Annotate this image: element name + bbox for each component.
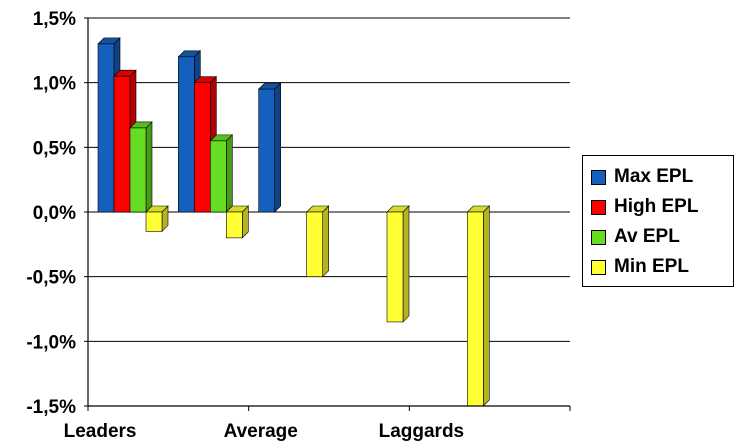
bar-front bbox=[129, 127, 147, 213]
legend-swatch bbox=[591, 229, 606, 245]
y-tick-label: 1,5% bbox=[33, 9, 76, 30]
gridlines bbox=[88, 17, 570, 342]
y-tick-label: 1,0% bbox=[33, 74, 76, 95]
bar-side bbox=[483, 205, 490, 407]
bar-min-epl bbox=[305, 205, 330, 278]
legend-swatch bbox=[591, 259, 606, 275]
bar-side bbox=[274, 82, 281, 213]
bar-front bbox=[467, 211, 484, 407]
bar-front bbox=[97, 43, 115, 213]
x-tick-label: Laggards bbox=[379, 421, 465, 442]
legend-label: Av EPL bbox=[614, 226, 680, 247]
y-tick-label: 0,0% bbox=[33, 203, 76, 224]
x-tick-label: Average bbox=[224, 421, 298, 442]
bar-min-epl bbox=[145, 205, 169, 233]
legend-item: High EPL bbox=[591, 192, 733, 222]
bar-min-epl bbox=[466, 205, 491, 407]
x-tick-label: Leaders bbox=[64, 421, 137, 442]
bar-side bbox=[402, 205, 410, 323]
bar-front bbox=[306, 211, 323, 277]
bar-max-epl bbox=[257, 82, 282, 213]
axes bbox=[84, 17, 571, 411]
y-tick-labels: 1,5% 1,0% 0,5% 0,0% -0,5% -1,0% -1,5% bbox=[26, 9, 76, 418]
legend-label: Max EPL bbox=[614, 166, 694, 187]
y-tick-label: 0,5% bbox=[33, 138, 76, 159]
bar-front bbox=[210, 140, 227, 213]
legend: Max EPL High EPL Av EPL Min EPL bbox=[582, 155, 734, 287]
legend-item: Av EPL bbox=[591, 222, 733, 252]
bar-min-epl bbox=[225, 205, 250, 239]
legend-swatch bbox=[591, 199, 606, 215]
bar-front bbox=[386, 211, 404, 323]
bar-side bbox=[145, 121, 153, 213]
bar-front bbox=[178, 56, 195, 213]
legend-item: Min EPL bbox=[591, 252, 733, 282]
y-tick-label: -1,0% bbox=[26, 332, 76, 353]
bar-min-epl bbox=[386, 205, 410, 323]
bar-side bbox=[322, 205, 329, 278]
x-tick-labels: Leaders Average Laggards bbox=[64, 421, 465, 442]
legend-item: Max EPL bbox=[591, 162, 733, 192]
bar-front bbox=[194, 82, 211, 213]
bar-front bbox=[226, 211, 243, 239]
legend-label: Min EPL bbox=[614, 256, 689, 277]
bar-av-epl bbox=[209, 134, 234, 213]
legend-label: High EPL bbox=[614, 196, 699, 217]
y-tick-label: -0,5% bbox=[26, 268, 76, 289]
bars bbox=[97, 37, 491, 407]
bar-side bbox=[226, 134, 233, 213]
legend-swatch bbox=[591, 169, 606, 185]
y-tick-label: -1,5% bbox=[26, 397, 76, 418]
bar-av-epl bbox=[129, 121, 153, 213]
bar-front bbox=[113, 75, 131, 213]
bar-front bbox=[145, 211, 163, 232]
bar-front bbox=[258, 88, 275, 213]
